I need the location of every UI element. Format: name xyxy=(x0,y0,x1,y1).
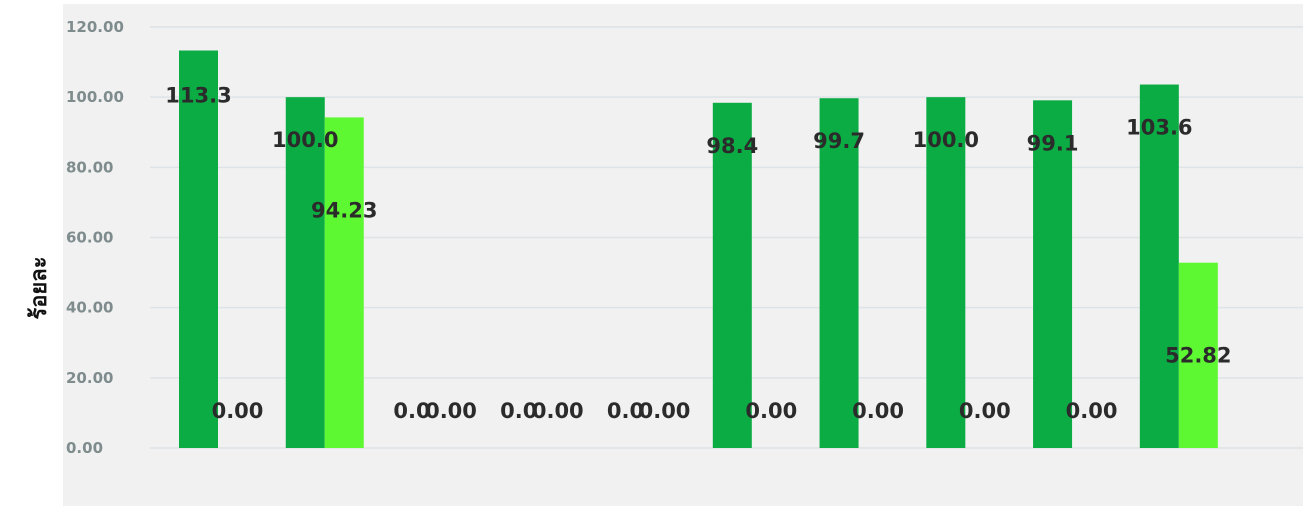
bar xyxy=(926,97,966,449)
data-label: 52.82 xyxy=(1165,344,1231,368)
bar xyxy=(712,102,752,448)
bar xyxy=(819,98,859,448)
bar xyxy=(324,117,364,448)
y-axis-ticks: 0.00 20.00 40.00 60.00 80.00 100.00 120.00 xyxy=(66,18,124,457)
data-label: 0.00 xyxy=(959,399,1011,423)
y-tick-label: 60.00 xyxy=(66,229,113,247)
data-label: 0.00 xyxy=(852,399,904,423)
y-tick-label: 100.00 xyxy=(66,88,124,106)
data-label: 100.0 xyxy=(913,128,979,152)
bars xyxy=(179,50,1218,449)
data-label: 113.3 xyxy=(165,84,231,108)
data-label: 0.00 xyxy=(212,399,264,423)
data-label: 98.4 xyxy=(706,134,758,158)
plot-background xyxy=(63,4,1303,506)
y-tick-label: 80.00 xyxy=(66,158,113,176)
data-label: 100.0 xyxy=(272,128,338,152)
data-label: 0.0 xyxy=(393,399,430,423)
bar xyxy=(1139,84,1179,448)
data-label: 0.00 xyxy=(639,399,691,423)
y-tick-label: 40.00 xyxy=(66,299,113,317)
bar xyxy=(285,97,325,449)
data-label: 0.0 xyxy=(500,399,537,423)
y-tick-label: 0.00 xyxy=(66,439,103,457)
y-tick-label: 20.00 xyxy=(66,369,113,387)
bar xyxy=(179,50,218,449)
data-label: 94.23 xyxy=(311,198,377,222)
data-label: 103.6 xyxy=(1126,116,1192,140)
data-label: 0.0 xyxy=(607,399,644,423)
y-tick-label: 120.00 xyxy=(66,18,124,36)
bar xyxy=(1178,262,1218,448)
data-label: 0.00 xyxy=(1066,399,1118,423)
data-label: 0.00 xyxy=(532,399,584,423)
data-labels: 113.3 100.0 0.0 0.0 0.0 98.4 99.7 100.0 99.1 103.… xyxy=(165,84,1231,423)
data-label: 0.00 xyxy=(425,399,477,423)
data-label: 99.1 xyxy=(1027,131,1079,155)
data-label: 0.00 xyxy=(745,399,797,423)
bar xyxy=(1033,100,1073,449)
y-axis-label: ร้อยละ xyxy=(27,256,52,319)
data-label: 99.7 xyxy=(813,129,865,153)
